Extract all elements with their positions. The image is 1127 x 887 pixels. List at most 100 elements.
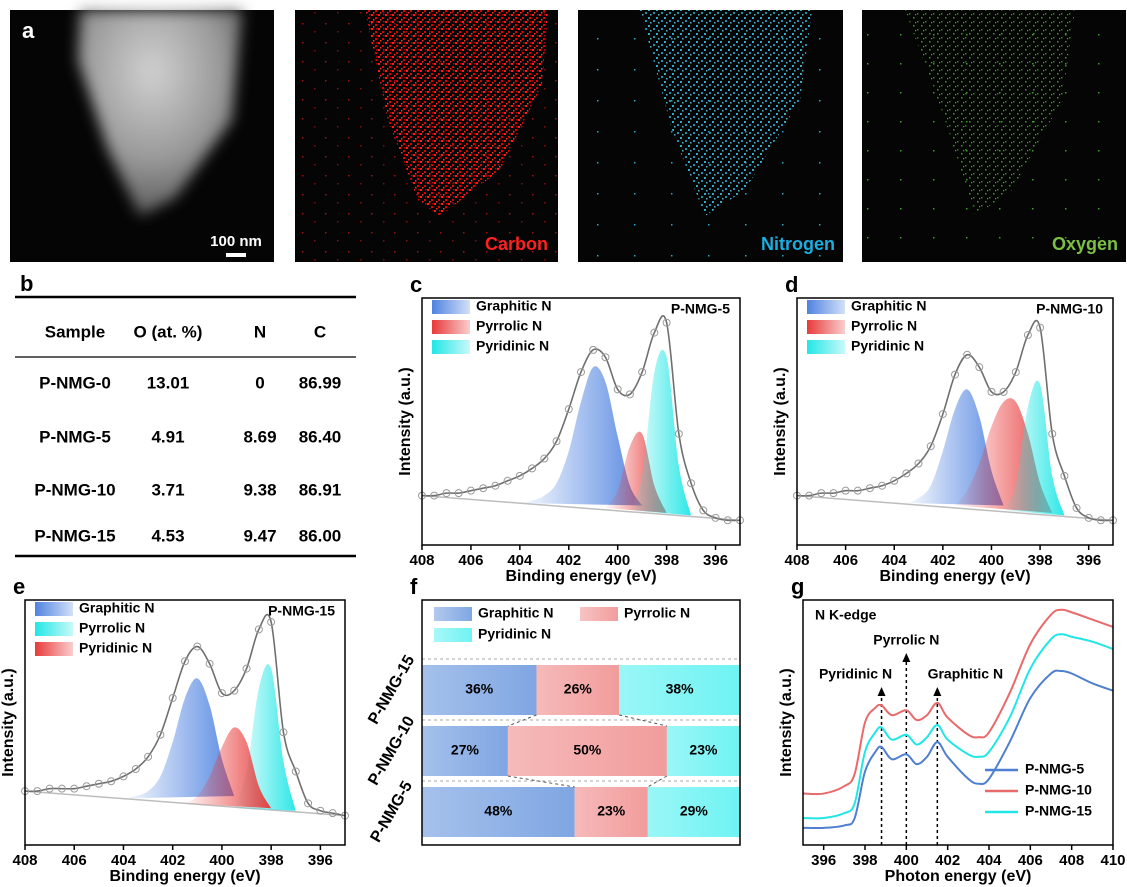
category-label: P-NMG-15	[365, 652, 418, 727]
value-label: 50%	[573, 742, 602, 758]
legend-label: Graphitic N	[851, 298, 926, 314]
data-point	[217, 689, 226, 698]
oxygen-map	[905, 10, 1075, 216]
data-point	[1060, 471, 1069, 480]
annotation-label: Graphitic N	[928, 666, 1003, 682]
data-point	[57, 784, 66, 793]
background-line	[796, 494, 1114, 522]
data-point	[181, 657, 189, 666]
legend-swatch	[432, 340, 470, 354]
data-point	[193, 642, 202, 651]
data-point	[723, 516, 732, 525]
panel-letter: g	[791, 574, 804, 599]
table-cell: 9.47	[243, 526, 276, 545]
data-point	[853, 486, 862, 495]
x-tick-label: 396	[703, 552, 728, 569]
data-point	[674, 429, 683, 438]
x-tick-label: 400	[605, 552, 630, 569]
data-point	[914, 459, 923, 468]
data-point	[1072, 503, 1081, 512]
data-point	[841, 486, 850, 495]
data-point	[890, 476, 899, 485]
table-cell: 86.40	[299, 427, 342, 446]
table-cell: P-NMG-5	[39, 427, 111, 446]
annotation-arrow	[933, 687, 942, 696]
legend-label: Graphitic N	[478, 605, 553, 621]
table-cell: 0	[255, 373, 264, 392]
data-point	[975, 363, 984, 372]
data-point	[491, 481, 500, 490]
bar-segment	[422, 726, 508, 776]
data-point	[503, 476, 512, 485]
data-point	[1096, 516, 1105, 525]
stem-particle	[78, 10, 242, 216]
data-point	[291, 767, 300, 776]
data-point	[829, 489, 838, 498]
data-point	[951, 370, 959, 379]
annotation-label: Pyridinic N	[819, 666, 892, 682]
component-area	[1003, 380, 1065, 516]
panel-letter: e	[13, 574, 25, 599]
data-point	[687, 479, 696, 488]
x-tick-label: 400	[209, 852, 234, 869]
data-point	[601, 353, 610, 362]
data-point	[430, 491, 439, 500]
value-label: 38%	[666, 681, 695, 697]
connector	[507, 714, 537, 727]
x-tick-label: 396	[811, 852, 836, 869]
x-tick-label: 406	[62, 852, 87, 869]
data-point	[479, 484, 488, 493]
data-point	[168, 694, 177, 702]
carbon-map	[365, 10, 548, 216]
data-point	[1048, 429, 1057, 438]
bar-segment	[647, 787, 740, 837]
table-cell: 86.91	[299, 480, 342, 499]
table-cell: P-NMG-10	[34, 480, 115, 499]
x-tick-label: 404	[976, 852, 1002, 869]
table: b Sample O (at. %) N C P-NMG-0 13.01 0 86.99 P-N…	[15, 271, 356, 558]
data-point	[1023, 331, 1032, 340]
data-point	[650, 328, 659, 337]
fit-line	[421, 315, 741, 522]
x-tick-label: 398	[1028, 552, 1053, 569]
nitrogen-map	[640, 10, 812, 216]
value-label: 23%	[597, 803, 626, 819]
plot-frame	[421, 297, 741, 546]
data-point	[963, 350, 972, 359]
data-point	[33, 787, 42, 796]
data-point	[267, 618, 276, 627]
table-cell: 4.91	[151, 427, 184, 446]
value-label: 29%	[680, 803, 709, 819]
plot-frame	[24, 599, 346, 846]
data-point	[119, 772, 128, 781]
legend-label: Graphitic N	[79, 600, 154, 616]
bar-segment	[422, 665, 537, 715]
data-point	[564, 405, 573, 414]
data-point	[131, 765, 140, 774]
data-point	[442, 489, 451, 498]
x-tick-label: 410	[1100, 852, 1125, 869]
x-tick-label: 408	[784, 552, 809, 569]
x-tick-label: 400	[894, 852, 919, 869]
legend-label: P-NMG-5	[1025, 761, 1084, 777]
scale-bar-label: 100 nm	[210, 233, 262, 250]
legend-swatch	[35, 642, 73, 656]
component-area	[519, 366, 643, 506]
data-point	[144, 752, 153, 761]
x-tick-label: 398	[852, 852, 877, 869]
panel-letter: a	[22, 18, 35, 43]
y-axis-label: Intensity (a.u.)	[778, 668, 795, 776]
data-point	[454, 489, 463, 498]
annotation-arrow	[902, 653, 911, 662]
data-point	[662, 318, 671, 327]
data-point	[1084, 513, 1093, 522]
table-header: N	[254, 322, 266, 341]
annotation-arrow	[877, 687, 886, 696]
data-point	[805, 491, 814, 500]
table-cell: 3.71	[151, 480, 184, 499]
legend-label: Pyridinic N	[851, 338, 924, 354]
table-cell: 9.38	[243, 480, 276, 499]
data-point	[577, 368, 585, 377]
